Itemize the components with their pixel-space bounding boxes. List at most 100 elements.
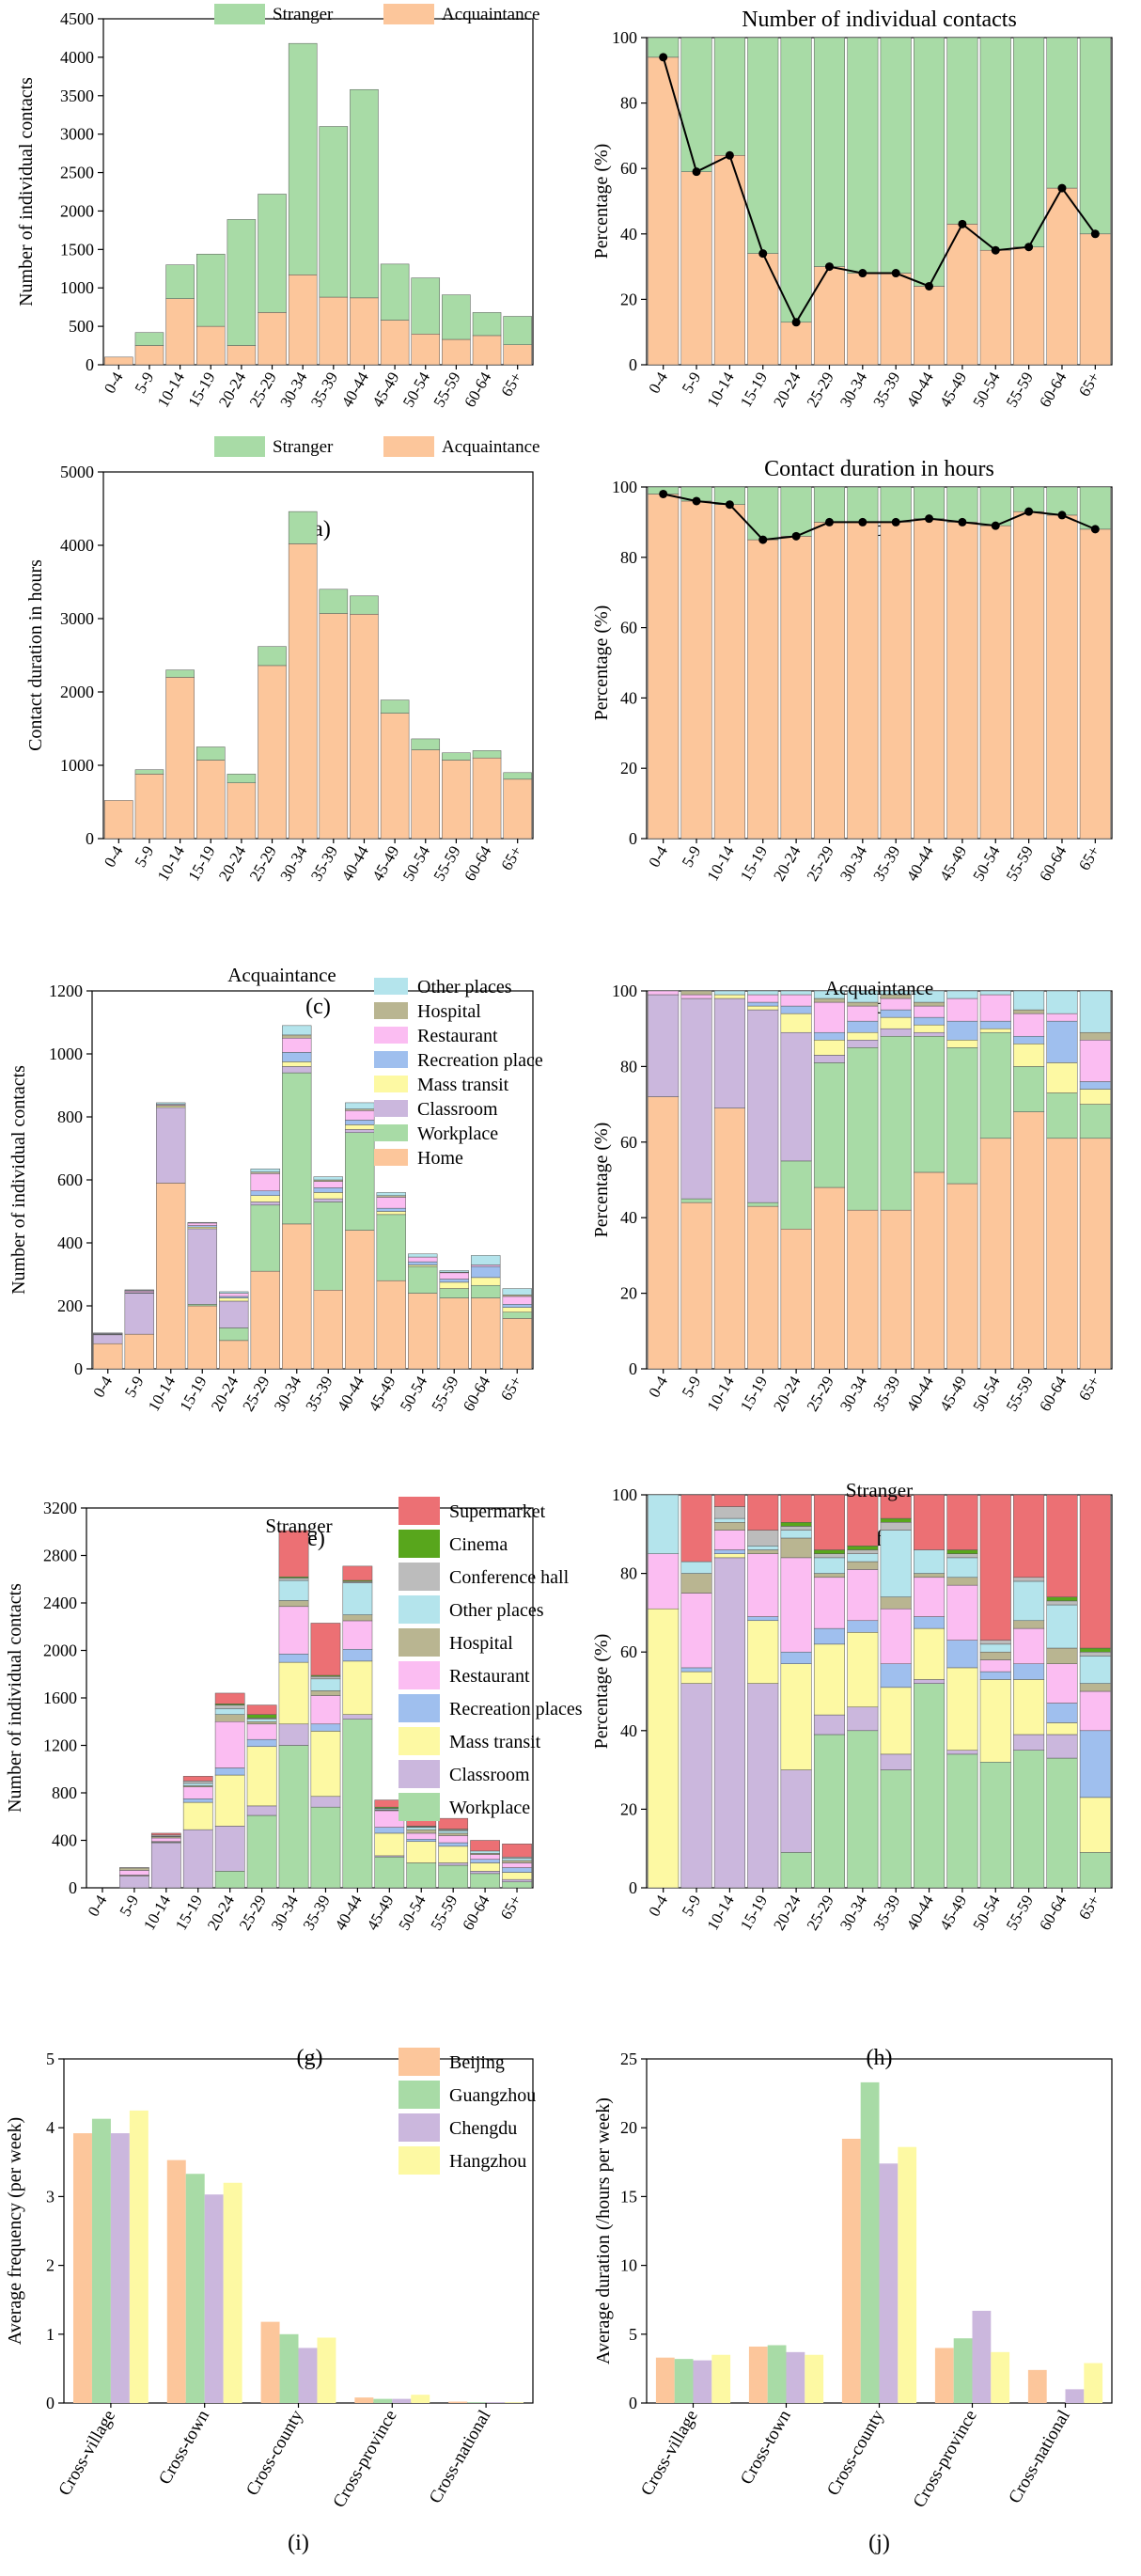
x-tick-label: 20-24 xyxy=(770,1373,805,1414)
bar xyxy=(313,1179,343,1182)
bar xyxy=(648,1553,680,1610)
bar xyxy=(1079,1797,1111,1853)
x-tick-label: 15-19 xyxy=(737,843,771,885)
bar xyxy=(250,1204,280,1272)
bar xyxy=(472,757,502,840)
line-point xyxy=(925,281,934,291)
bar xyxy=(680,1671,712,1684)
bar xyxy=(847,1001,879,1007)
bar xyxy=(376,1197,406,1209)
bar xyxy=(946,1047,978,1185)
bar xyxy=(1027,2369,1047,2403)
bar xyxy=(219,1297,249,1302)
bar xyxy=(972,2310,992,2403)
plot-frame xyxy=(646,990,1113,1370)
bar xyxy=(282,1061,312,1067)
y-tick-label: 0 xyxy=(629,829,637,848)
x-tick-label: 30-34 xyxy=(836,1373,871,1414)
bar xyxy=(713,1557,745,1889)
x-tick-label: Cross-province xyxy=(329,2407,400,2511)
y-tick-label: 1000 xyxy=(49,1045,83,1063)
y-tick-label: 2000 xyxy=(60,683,94,701)
line-point xyxy=(958,219,967,228)
bar xyxy=(258,665,287,840)
y-axis-label: Number of individual contacts xyxy=(5,1583,25,1813)
bar xyxy=(214,1721,245,1768)
x-tick-label: 20-24 xyxy=(208,1373,242,1414)
bar xyxy=(648,494,680,840)
bar xyxy=(1013,1734,1045,1751)
bar xyxy=(406,1827,437,1830)
bar xyxy=(442,752,471,761)
x-tick-label: 30-34 xyxy=(836,369,871,410)
x-tick-label: 45-49 xyxy=(363,1893,397,1934)
bar xyxy=(1013,1035,1045,1045)
bar xyxy=(847,486,879,523)
x-tick-label: 15-19 xyxy=(172,1893,206,1934)
x-tick-label: 65+ xyxy=(1075,1374,1103,1405)
bar xyxy=(278,1745,309,1889)
bar xyxy=(282,1223,312,1370)
bar xyxy=(914,1031,946,1037)
bar xyxy=(747,1683,779,1889)
bar xyxy=(342,1719,373,1889)
bar xyxy=(250,1171,280,1174)
bar xyxy=(880,1687,912,1755)
bar xyxy=(439,1288,469,1298)
x-tick-label: 65+ xyxy=(497,843,525,874)
bar xyxy=(313,1187,343,1193)
x-tick-label: 45-49 xyxy=(936,843,970,885)
bar xyxy=(780,486,812,537)
bar xyxy=(747,253,779,366)
bar xyxy=(747,1005,779,1011)
bar xyxy=(847,1706,879,1732)
bar xyxy=(278,1661,309,1725)
bar xyxy=(780,1031,812,1162)
y-tick-label: 20 xyxy=(620,759,637,778)
bar xyxy=(470,1850,500,1854)
bar xyxy=(408,1261,438,1265)
bar xyxy=(258,312,287,366)
bar xyxy=(979,1138,1011,1370)
bar xyxy=(953,2338,973,2403)
bar xyxy=(847,1549,879,1554)
bar xyxy=(219,1296,249,1298)
chart-i: 0 1 2 3 4 5 Cross-village Cross-town Cross-count… xyxy=(5,2048,536,2555)
bar xyxy=(502,1318,532,1370)
x-tick-label: 45-49 xyxy=(368,369,402,411)
bar xyxy=(345,1132,375,1231)
bar xyxy=(505,2402,524,2403)
bar xyxy=(278,1723,309,1746)
line-point xyxy=(958,517,967,526)
bar xyxy=(898,2146,917,2403)
bar xyxy=(470,1859,500,1863)
y-tick-label: 1600 xyxy=(43,1689,77,1707)
bar xyxy=(946,997,978,1022)
bar xyxy=(813,522,845,840)
x-tick-label: 60-64 xyxy=(1036,1373,1071,1414)
legend-label: Other places xyxy=(449,1600,544,1621)
x-tick-label: 30-34 xyxy=(836,842,871,884)
y-tick-label: 0 xyxy=(69,1878,77,1897)
x-tick-label: Cross-village xyxy=(55,2407,119,2499)
bar xyxy=(847,37,879,274)
bar xyxy=(748,2346,768,2403)
bar xyxy=(1013,1494,1045,1579)
x-tick-label: 55-59 xyxy=(1003,369,1037,411)
bar xyxy=(946,990,978,999)
bar xyxy=(747,1616,779,1622)
bar xyxy=(979,1640,1011,1645)
bar xyxy=(376,1195,406,1198)
y-tick-label: 40 xyxy=(620,1721,637,1740)
legend-swatch xyxy=(399,1628,440,1657)
bar xyxy=(813,1577,845,1629)
bar xyxy=(880,1009,912,1018)
x-tick-label: 35-39 xyxy=(300,1893,334,1934)
bar xyxy=(747,1530,779,1547)
y-tick-label: 2500 xyxy=(60,164,94,182)
bar xyxy=(350,88,379,299)
x-tick-label: 0-4 xyxy=(101,842,127,871)
legend-swatch xyxy=(399,1595,440,1624)
x-tick-label: Cross-county xyxy=(823,2407,888,2500)
legend-label: Hospital xyxy=(417,1001,481,1022)
